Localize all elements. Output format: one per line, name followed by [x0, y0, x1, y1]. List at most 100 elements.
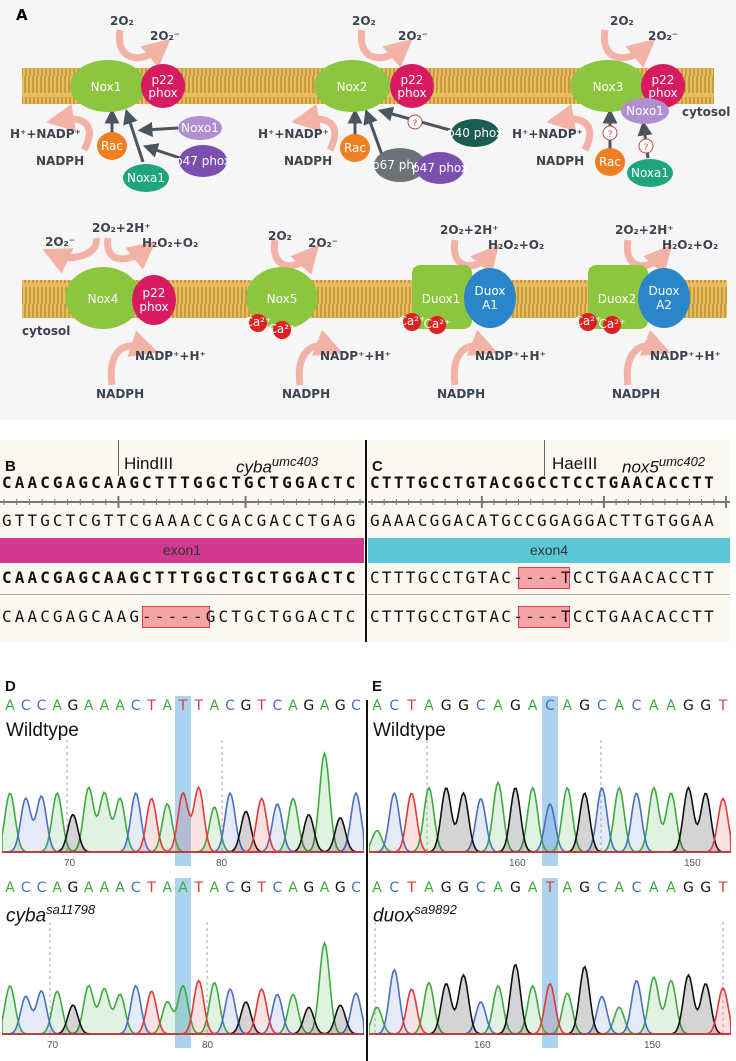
svg-text:H₂O₂+O₂: H₂O₂+O₂ [488, 238, 544, 252]
trace-T [2, 979, 364, 1035]
svg-text:H₂O₂+O₂: H₂O₂+O₂ [142, 236, 198, 250]
base-call: A [372, 698, 382, 714]
base-call: C [351, 880, 361, 896]
position-tick-label: 80 [216, 858, 228, 869]
base-call: C [597, 880, 607, 896]
trace-A [2, 940, 364, 1035]
sequence-mutant-1: CTTTGCCTGTAC----TCCTGAACACCTT [370, 568, 717, 587]
position-tick-label: 70 [47, 1040, 59, 1051]
base-call: A [527, 698, 538, 714]
base-call: A [52, 880, 62, 896]
base-call: C [389, 698, 400, 714]
base-call: G [509, 880, 521, 896]
base-call: A [614, 698, 624, 714]
base-call: C [389, 880, 400, 896]
svg-text:NADP⁺+H⁺: NADP⁺+H⁺ [320, 349, 391, 363]
sequence-mutant: CAACGAGCAAG-----GCTGCTGGACTC [2, 607, 359, 626]
svg-text:NADPH: NADPH [96, 387, 144, 401]
base-call: C [475, 880, 486, 896]
svg-text:Noxa1: Noxa1 [127, 171, 165, 185]
base-call: C [475, 698, 486, 714]
base-call: G [579, 698, 591, 714]
base-call: G [579, 880, 591, 896]
base-call: C [130, 880, 141, 896]
base-call: A [424, 880, 434, 896]
base-call: G [240, 698, 252, 714]
svg-text:p47 phox: p47 phox [412, 161, 468, 175]
svg-text:2O₂: 2O₂ [610, 14, 634, 28]
svg-text:Duox2: Duox2 [598, 292, 637, 306]
svg-text:2O₂⁻: 2O₂⁻ [308, 236, 338, 250]
svg-text:p22: p22 [143, 286, 166, 300]
base-call: A [319, 880, 330, 896]
svg-text:?: ? [644, 143, 649, 153]
base-call: A [115, 880, 125, 896]
base-call: G [67, 698, 79, 714]
svg-text:NADP⁺+H⁺: NADP⁺+H⁺ [475, 349, 546, 363]
base-call: C [631, 880, 642, 896]
panel-a-nox-diagram: A Nox1 p22 phox Rac Noxo1 p47 phox Noxa1 … [0, 0, 736, 420]
svg-text:cytosol: cytosol [682, 105, 730, 119]
base-call: A [288, 880, 298, 896]
base-call: A [319, 698, 330, 714]
svg-text:NADPH: NADPH [282, 387, 330, 401]
svg-text:NADPH: NADPH [536, 154, 584, 168]
panel-label: C [372, 458, 383, 475]
base-call: A [493, 880, 503, 896]
svg-text:A2: A2 [656, 298, 672, 312]
base-call: G [440, 880, 452, 896]
base-call: G [303, 698, 315, 714]
svg-text:Rac: Rac [599, 155, 621, 169]
svg-text:H⁺+NADP⁺: H⁺+NADP⁺ [258, 127, 329, 141]
nox5-complex: Nox5 Ca²⁺ Ca²⁺ 2O₂ 2O₂⁻ NADP⁺+H⁺ NADPH [245, 229, 391, 401]
svg-text:Duox: Duox [649, 284, 680, 298]
base-call: A [162, 698, 173, 714]
svg-text:Nox4: Nox4 [88, 292, 119, 306]
svg-text:2O₂: 2O₂ [268, 229, 292, 243]
sequence-complement: GTTGCTCGTTCGAAACCGACGACCTGAG [2, 511, 359, 530]
wildtype-label: Wildtype [373, 720, 446, 741]
base-call: T [718, 698, 728, 714]
svg-text:NADP⁺+H⁺: NADP⁺+H⁺ [135, 349, 206, 363]
svg-text:p47 phox: p47 phox [175, 154, 231, 168]
svg-text:2O₂⁻: 2O₂⁻ [150, 29, 180, 43]
variant-highlight [542, 696, 558, 866]
exon-bar: exon1 [0, 538, 364, 563]
base-call: A [666, 880, 676, 896]
svg-text:NADPH: NADPH [36, 154, 84, 168]
base-call: G [334, 880, 346, 896]
svg-text:Duox1: Duox1 [422, 292, 461, 306]
base-call: A [372, 880, 382, 896]
svg-text:NADPH: NADPH [284, 154, 332, 168]
svg-text:2O₂+2H⁺: 2O₂+2H⁺ [615, 223, 674, 237]
position-tick-label: 150 [684, 858, 701, 869]
exon-bar: exon4 [368, 538, 730, 563]
svg-text:2O₂⁻: 2O₂⁻ [648, 29, 678, 43]
svg-text:NADPH: NADPH [437, 387, 485, 401]
base-call: G [67, 880, 79, 896]
sequence-forward: CTTTGCCTGTACGGCCTCCTGAACACCTT [370, 473, 717, 492]
base-call: G [509, 698, 521, 714]
base-call: T [407, 880, 416, 896]
position-tick-label: 80 [202, 1040, 214, 1051]
svg-text:phox: phox [397, 86, 426, 100]
base-call: C [225, 698, 236, 714]
svg-text:Ca²⁺: Ca²⁺ [424, 317, 451, 331]
svg-text:?: ? [413, 119, 418, 129]
panel-b-cyba-sequence: B HindIII cybaumc403 CAACGAGCAAGCTTTGGCT… [0, 440, 364, 642]
panel-d-label: D [5, 678, 16, 695]
base-call: T [147, 698, 156, 714]
variant-highlight [175, 878, 191, 1048]
base-call: T [407, 698, 416, 714]
base-call: A [649, 880, 659, 896]
position-tick-label: 160 [509, 858, 526, 869]
base-call: A [5, 880, 15, 896]
svg-text:H₂O₂+O₂: H₂O₂+O₂ [662, 238, 718, 252]
sequence-mutant-2: CTTTGCCTGTAC----TCCTGAACACCTT [370, 607, 717, 626]
base-call: G [458, 698, 469, 714]
base-call: A [162, 880, 173, 896]
base-call: C [36, 698, 47, 714]
base-call: T [718, 880, 728, 896]
